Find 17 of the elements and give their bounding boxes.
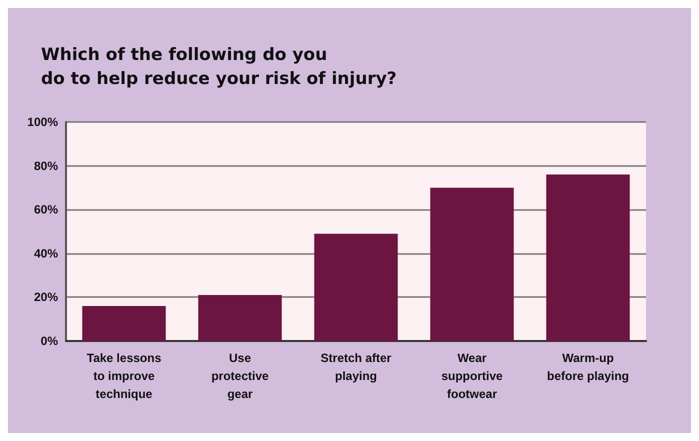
x-tick-label: Stretch after playing — [320, 351, 392, 383]
x-tick-label: Take lessons to improve technique — [86, 351, 162, 401]
bar — [198, 295, 282, 341]
bar — [314, 234, 398, 341]
y-tick-label: 40% — [34, 246, 58, 260]
bar — [430, 188, 514, 341]
x-tick-label: Warm-up before playing — [546, 351, 630, 383]
chart-title: Which of the following do you do to help reduce your risk of injury? — [41, 45, 397, 89]
bar — [82, 306, 166, 341]
x-tick-label: Use protective gear — [211, 351, 269, 401]
y-tick-label: 100% — [27, 115, 58, 129]
bar — [546, 174, 630, 341]
y-tick-label: 20% — [34, 290, 58, 304]
y-tick-label: 0% — [40, 334, 58, 348]
x-tick-label: Wear supportive footwear — [441, 351, 503, 401]
y-tick-label: 80% — [34, 158, 58, 173]
y-tick-label: 60% — [34, 202, 58, 217]
